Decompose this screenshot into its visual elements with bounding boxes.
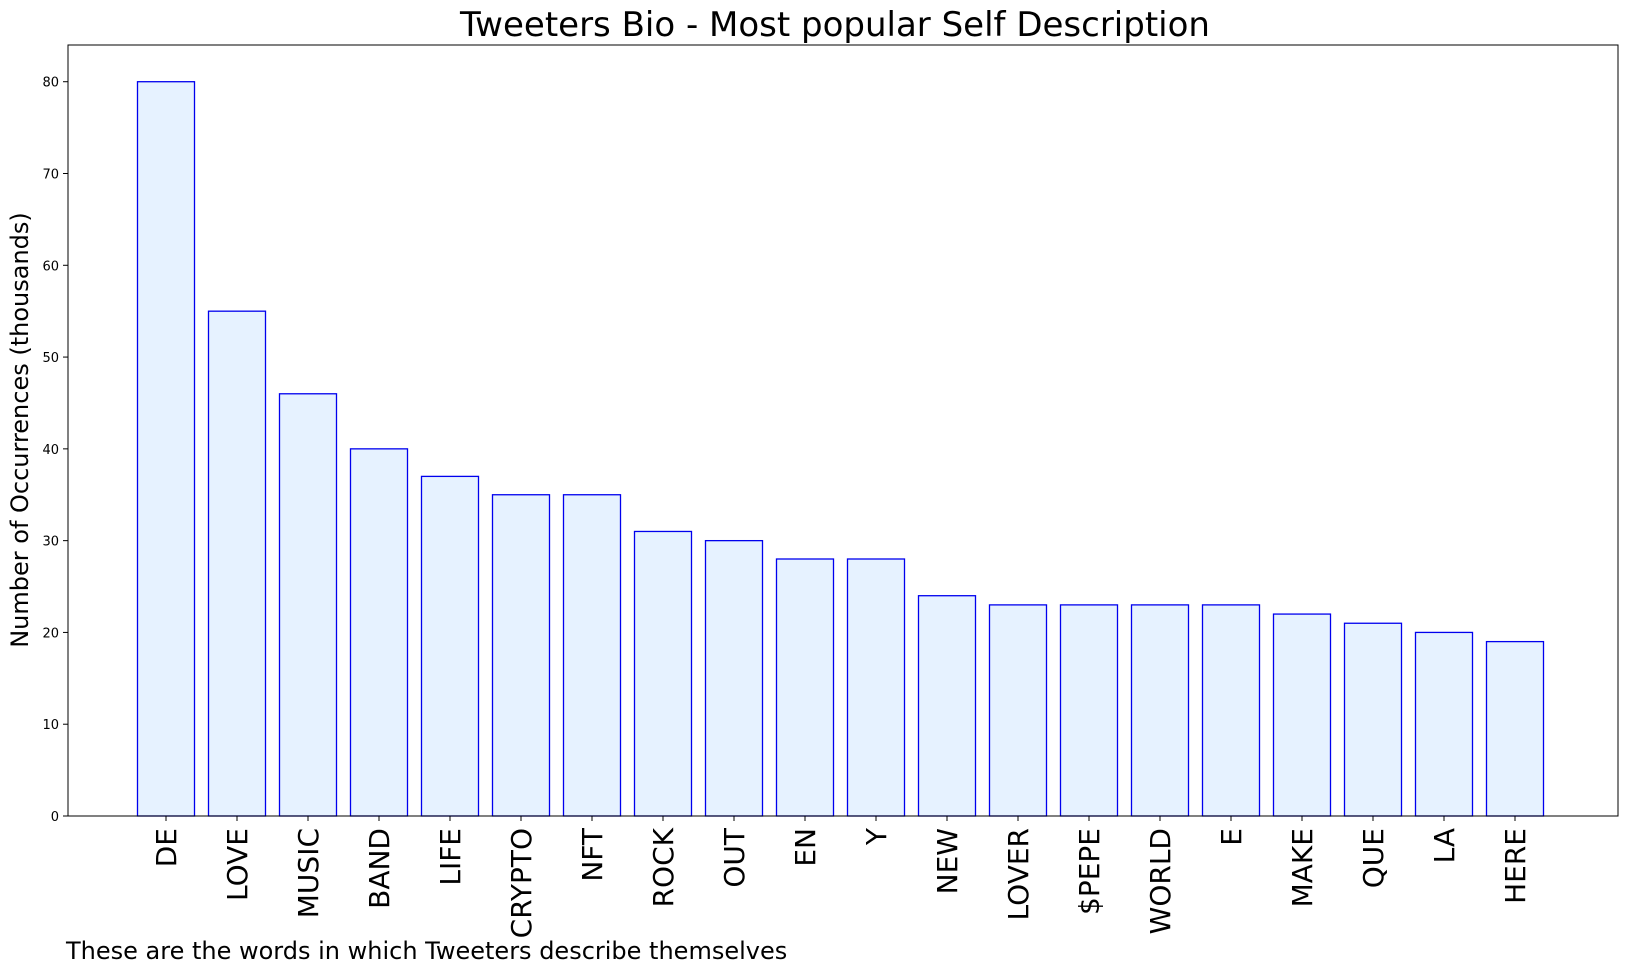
bar-rock [633,530,693,817]
x-tick-label: Y [860,827,893,846]
chart-title: Tweeters Bio - Most popular Self Descrip… [459,5,1210,45]
bar-lover [988,604,1048,817]
x-tick-label: $PEPE [1073,828,1106,915]
y-tick-label: 20 [42,626,59,641]
bar-crypto [491,494,551,817]
x-tick-label: CRYPTO [505,828,538,938]
y-tick-label: 70 [42,168,59,183]
x-tick-label: DE [150,828,183,867]
bar-nft [562,494,622,817]
x-tick-label: ROCK [647,827,680,907]
x-tick-label: QUE [1357,828,1390,888]
y-tick-label: 50 [42,351,59,366]
x-tick-label: OUT [718,827,751,888]
bar-que [1343,622,1403,817]
y-tick-label: 10 [42,718,59,733]
bar-out [704,539,764,817]
x-tick-label: E [1215,828,1248,846]
x-tick-label: NEW [931,828,964,894]
x-axis-ticks: DE LOVE MUSIC BAND LIFE CRYPTO NFT ROCK OUT EN Y NE… [150,816,1532,938]
x-tick-label: EN [789,828,822,867]
bar-love [207,310,267,817]
y-tick-label: 80 [42,76,59,91]
bar-make [1272,613,1332,817]
x-tick-label: MUSIC [292,828,325,918]
y-tick-label: 0 [51,810,59,825]
bar-music [278,393,338,817]
bar-en [775,558,835,817]
x-tick-label: LOVE [221,828,254,901]
bar-de [136,81,196,817]
bar-new [917,595,977,817]
bar-pepe [1059,604,1119,817]
x-tick-label: LOVER [1002,828,1035,920]
y-tick-label: 40 [42,443,59,458]
x-tick-label: NFT [576,827,609,882]
bar-life [420,475,480,817]
x-tick-label: HERE [1499,828,1532,904]
bar-e [1201,604,1261,817]
y-axis-ticks: 0 10 20 30 40 50 60 70 80 [42,76,68,825]
bar-la [1414,631,1474,817]
x-tick-label: MAKE [1286,828,1319,907]
x-tick-label: LIFE [434,828,467,886]
chart-caption: These are the words in which Tweeters de… [65,937,787,965]
y-axis-label: Number of Occurrences (thousands) [6,212,34,648]
y-tick-label: 30 [42,535,59,550]
bar-y [846,558,906,817]
bar-here [1485,640,1545,817]
x-tick-label: WORLD [1144,828,1177,934]
y-tick-label: 60 [42,259,59,274]
x-tick-label: LA [1428,828,1461,863]
bar-world [1130,604,1190,817]
plot-frame [67,44,1619,817]
bar-band [349,448,409,817]
x-tick-label: BAND [363,828,396,909]
bars-group [136,81,1545,817]
